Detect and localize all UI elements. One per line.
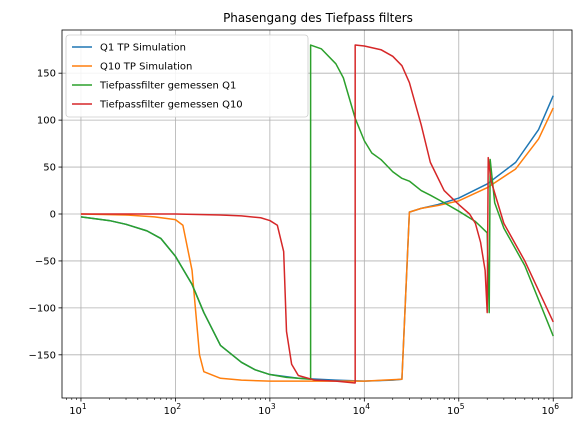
series-line	[80, 107, 554, 382]
x-tick-label: 105	[447, 402, 465, 417]
legend-label: Tiefpassfilter gemessen Q1	[99, 81, 236, 92]
legend-label: Tiefpassfilter gemessen Q10	[99, 100, 243, 111]
legend-box	[65, 34, 309, 118]
y-tick-label: 0	[50, 210, 56, 221]
y-tick-label: −100	[29, 303, 56, 314]
data-series	[80, 44, 554, 384]
x-tick-label: 103	[258, 402, 276, 417]
x-tick-label: 102	[164, 402, 182, 417]
x-tick-label: 104	[353, 402, 371, 417]
legend-label: Q10 TP Simulation	[100, 62, 192, 73]
axes: 101 102 103 104 105 106 −150 −100 −50 0 50 100 150	[29, 69, 560, 417]
y-tick-label: 50	[43, 163, 56, 174]
grid-lines	[62, 30, 572, 398]
x-tick-label: 101	[69, 402, 87, 417]
series-line	[80, 44, 554, 380]
legend: Q1 TP Simulation Q10 TP Simulation Tiefpas…	[65, 34, 309, 118]
y-tick-label: 150	[37, 69, 56, 80]
x-tick-label: 106	[541, 402, 559, 417]
series-line	[80, 95, 554, 382]
legend-label: Q1 TP Simulation	[100, 43, 186, 54]
y-tick-label: −50	[35, 256, 56, 267]
series-line	[80, 44, 554, 384]
y-tick-label: −150	[29, 350, 56, 361]
y-tick-label: 100	[37, 116, 56, 127]
chart-title: Phasengang des Tiefpass filters	[223, 11, 413, 25]
